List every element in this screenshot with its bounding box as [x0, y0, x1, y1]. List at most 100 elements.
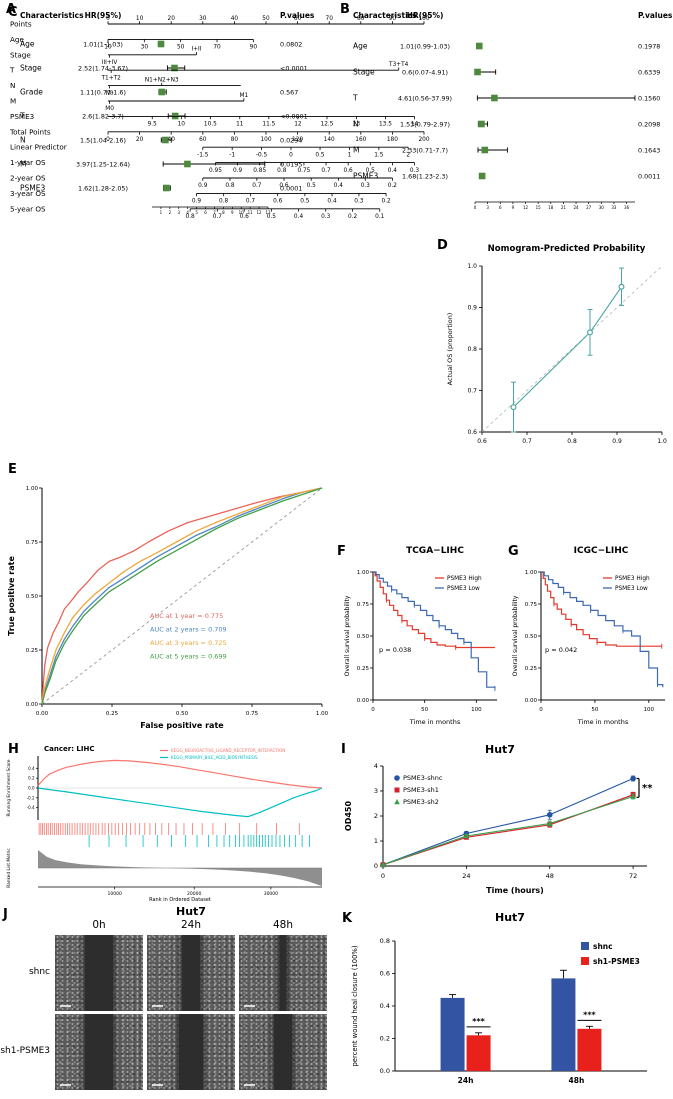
svg-text:0.0: 0.0	[28, 786, 35, 791]
svg-text:1.00: 1.00	[316, 711, 329, 717]
svg-text:KEGG_PRIMARY_BILE_ACID_BIOSYNT: KEGG_PRIMARY_BILE_ACID_BIOSYNTHESIS	[171, 755, 258, 760]
svg-text:50: 50	[591, 707, 598, 713]
svg-text:0.00: 0.00	[36, 711, 49, 717]
svg-text:1.00: 1.00	[357, 570, 370, 576]
svg-text:T: T	[9, 66, 15, 75]
svg-text:0.9: 0.9	[233, 168, 243, 174]
svg-text:percent wound heal closure (10: percent wound heal closure (100%)	[351, 945, 359, 1066]
svg-text:0.7: 0.7	[246, 199, 256, 205]
svg-text:40: 40	[231, 16, 239, 22]
svg-text:HR(95%): HR(95%)	[85, 11, 122, 20]
svg-text:13.5: 13.5	[379, 122, 392, 128]
svg-text:Stage: Stage	[10, 50, 31, 59]
wound-image-sh1-PSME3-48h	[239, 1014, 327, 1090]
svg-text:-0.2: -0.2	[27, 795, 35, 800]
svg-text:0.2: 0.2	[388, 183, 398, 189]
svg-text:1.01(0.99-1.03): 1.01(0.99-1.03)	[400, 43, 450, 51]
svg-text:M: M	[20, 160, 26, 169]
svg-text:1.62(1.28-2.05): 1.62(1.28-2.05)	[78, 185, 128, 193]
svg-text:50: 50	[421, 707, 428, 713]
wound-col-header-48h: 48h	[272, 919, 293, 931]
svg-text:0.9: 0.9	[192, 199, 202, 205]
panel-b-label: B	[340, 2, 350, 17]
svg-text:10: 10	[136, 16, 144, 22]
hr-marker-Stage	[171, 64, 178, 72]
svg-text:-1.5: -1.5	[197, 152, 209, 158]
scale-bar	[244, 1005, 255, 1007]
svg-text:40: 40	[168, 137, 176, 143]
svg-text:0.0: 0.0	[380, 1067, 390, 1075]
km-icgc-title: ICGC−LIHC	[573, 546, 629, 556]
svg-text:0.9: 0.9	[612, 438, 622, 445]
svg-text:11: 11	[248, 210, 254, 215]
svg-text:10.5: 10.5	[204, 122, 217, 128]
hr-marker-Grade	[158, 88, 166, 96]
svg-text:10: 10	[178, 122, 186, 128]
svg-text:0.2: 0.2	[381, 199, 391, 205]
svg-text:Overall survival probability: Overall survival probability	[512, 595, 519, 676]
svg-text:0.95: 0.95	[209, 168, 222, 174]
svg-text:-0.4: -0.4	[27, 805, 35, 810]
svg-text:PSME3 High: PSME3 High	[447, 576, 482, 582]
svg-text:1.5(1.04-2.16): 1.5(1.04-2.16)	[80, 137, 126, 145]
svg-text:0.5: 0.5	[300, 199, 310, 205]
wound-col-header-24h: 24h	[180, 919, 201, 931]
scale-bar	[60, 1005, 71, 1007]
svg-text:90: 90	[250, 45, 258, 51]
svg-text:PSME3: PSME3	[353, 172, 378, 181]
hr-marker-T	[491, 94, 498, 102]
svg-text:III+IV: III+IV	[102, 60, 118, 66]
svg-text:0.2: 0.2	[28, 776, 35, 781]
svg-text:27: 27	[586, 205, 592, 210]
bar-shnc-24h	[440, 997, 465, 1071]
gsea-title: Cancer: LIHC	[44, 745, 95, 753]
svg-text:0.25: 0.25	[106, 711, 119, 717]
wound-image-shnc-24h	[147, 935, 235, 1011]
svg-text:AUC at 1 year = 0.775: AUC at 1 year = 0.775	[150, 612, 223, 620]
svg-text:1.00: 1.00	[26, 486, 39, 492]
svg-text:0.25: 0.25	[26, 648, 39, 654]
svg-text:0: 0	[374, 862, 378, 870]
growth-plot: 0 1 2 3 4 0 24 48 72 Time (hours) OD450 PSME3-shnc P…	[344, 762, 653, 895]
svg-text:200: 200	[418, 137, 429, 143]
svg-text:120: 120	[292, 137, 303, 143]
svg-text:8: 8	[222, 210, 225, 215]
panel-b-multivariate-forest: B Characteristics HR(95%) P.values Age 1.01(…	[335, 0, 673, 230]
svg-text:Age: Age	[20, 40, 35, 49]
svg-text:Total Points: Total Points	[9, 127, 51, 136]
svg-text:PSME3 Low: PSME3 Low	[615, 586, 648, 592]
svg-text:0.50: 0.50	[26, 594, 39, 600]
hr-marker-Age	[157, 40, 165, 48]
svg-text:Time (hours): Time (hours)	[486, 886, 544, 895]
scale-bar	[244, 1084, 255, 1086]
svg-text:70: 70	[213, 45, 221, 51]
svg-text:Actual OS (proportion): Actual OS (proportion)	[446, 313, 454, 386]
panel-d-calibration: D Nomogram-Predicted Probability 0.6 0.7 0…	[430, 230, 673, 460]
svg-text:1.0: 1.0	[467, 263, 477, 270]
km-tcga-title: TCGA−LIHC	[406, 546, 464, 556]
svg-text:0.00: 0.00	[26, 702, 39, 708]
svg-text:Linear Predictor: Linear Predictor	[10, 143, 67, 152]
panel-c-nomogram: C Points 0 10 20 30 40 50 60 70 80 90 100 Age 10 30 50 7…	[0, 0, 430, 230]
scale-bar	[152, 1005, 163, 1007]
svg-text:0: 0	[289, 152, 293, 158]
svg-text:0.0195: 0.0195	[280, 161, 302, 169]
svg-text:30000: 30000	[264, 891, 278, 897]
svg-text:Stage: Stage	[353, 68, 375, 77]
svg-text:0.6339: 0.6339	[638, 69, 660, 77]
svg-text:1.11(0.77-1.6): 1.11(0.77-1.6)	[80, 89, 126, 97]
panel-h-label: H	[8, 742, 19, 757]
svg-text:33: 33	[611, 205, 617, 210]
svg-text:Time in months: Time in months	[577, 718, 629, 726]
roc-plot: 0.00 0.00 0.25 0.25 0.50 0.50 0.75 0.75 1.00 1.00…	[7, 486, 329, 730]
svg-text:OD450: OD450	[344, 800, 353, 831]
svg-text:10: 10	[239, 210, 245, 215]
svg-text:Characteristics: Characteristics	[353, 11, 417, 20]
svg-text:0: 0	[539, 707, 543, 713]
svg-text:0.7: 0.7	[213, 214, 223, 220]
panel-g-label: G	[508, 544, 519, 559]
svg-text:2.52(1.74-3.67): 2.52(1.74-3.67)	[78, 65, 128, 73]
svg-text:0.6(0.07-4.91): 0.6(0.07-4.91)	[402, 69, 448, 77]
